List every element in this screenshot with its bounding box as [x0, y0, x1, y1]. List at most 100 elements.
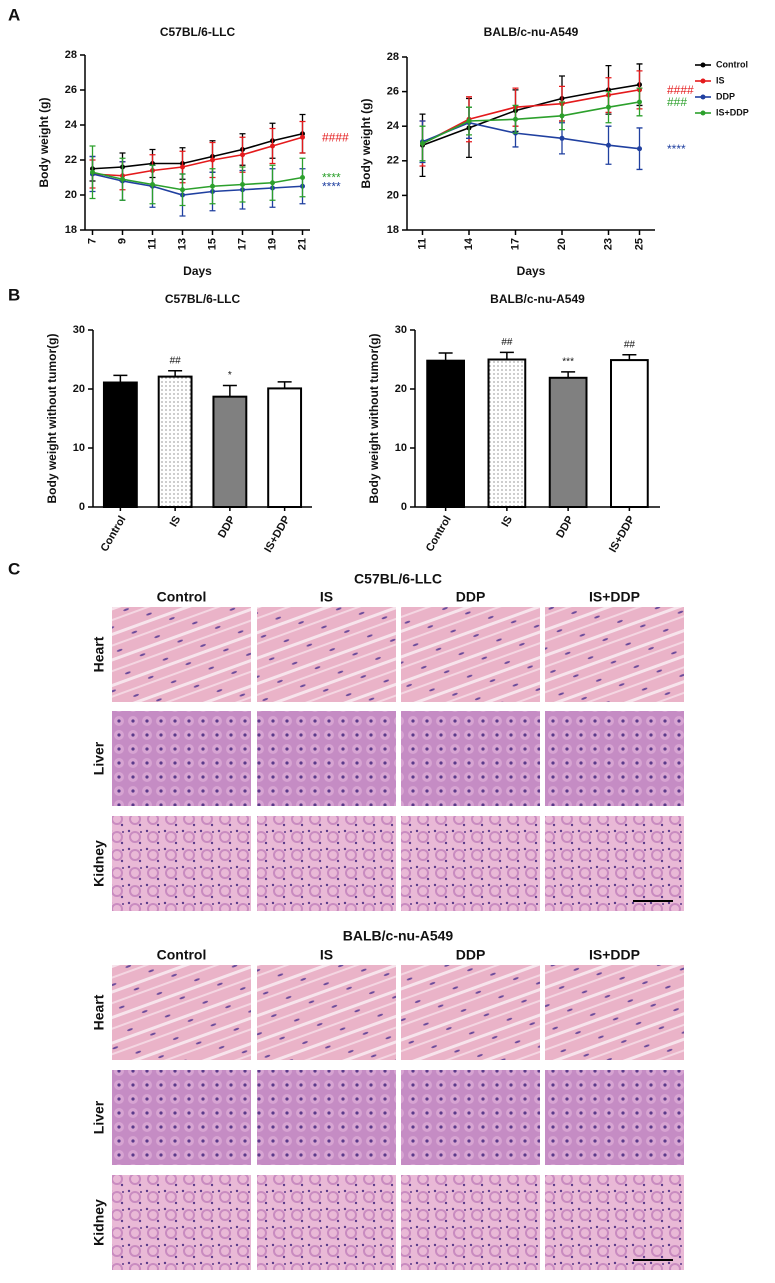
- column-header: Control: [157, 947, 207, 963]
- row-label: Kidney: [91, 1199, 107, 1246]
- x-axis-label: Days: [183, 264, 212, 278]
- chart-title: C57BL/6-LLC: [165, 292, 241, 306]
- y-axis-label: Body weight without tumor(g): [367, 334, 381, 504]
- column-header: IS: [320, 589, 333, 605]
- x-tick-label: 11: [146, 238, 158, 250]
- panel-label: C: [8, 559, 20, 578]
- data-point: [270, 143, 275, 149]
- data-point: [270, 180, 275, 186]
- data-point: [180, 187, 185, 193]
- histology-image: [112, 711, 251, 806]
- panel-label: B: [8, 285, 20, 304]
- series-line: [92, 132, 303, 170]
- x-tick-label: 9: [116, 238, 128, 244]
- row-label: Kidney: [91, 840, 107, 887]
- x-tick-label: 19: [266, 238, 278, 250]
- series-line: [92, 173, 303, 196]
- column-header: Control: [157, 589, 207, 605]
- row-label: Liver: [91, 741, 107, 775]
- histology-image: [257, 816, 396, 911]
- histology-image: [112, 965, 251, 1060]
- histology-image: [545, 965, 684, 1060]
- y-tick-label: 10: [73, 442, 85, 454]
- bar: [102, 381, 138, 509]
- histology-image: [112, 1175, 251, 1270]
- x-tick-label: Control: [99, 514, 129, 554]
- y-tick-label: 20: [395, 383, 407, 395]
- legend-marker: [700, 94, 706, 100]
- series-line: [92, 171, 303, 191]
- histology-image: [112, 1070, 251, 1165]
- significance-label: ##: [170, 355, 182, 366]
- y-tick-label: 22: [387, 155, 399, 167]
- significance-label: ####: [322, 130, 349, 144]
- data-point: [300, 175, 305, 180]
- y-tick-label: 10: [395, 442, 407, 454]
- data-point: [559, 113, 565, 119]
- legend-marker: [700, 78, 706, 84]
- bar: [548, 376, 588, 509]
- histology-image: [257, 711, 396, 806]
- data-point: [120, 176, 125, 182]
- column-header: DDP: [456, 589, 486, 605]
- data-point: [90, 169, 95, 175]
- x-axis-label: Days: [517, 264, 546, 278]
- x-tick-label: 14: [463, 237, 475, 250]
- x-tick-label: 21: [296, 238, 308, 250]
- histology-image: [401, 1175, 540, 1270]
- x-tick-label: 20: [556, 238, 568, 250]
- error-bar: [499, 351, 514, 360]
- histology-image: [545, 607, 684, 702]
- y-tick-label: 20: [387, 189, 399, 201]
- legend-label: IS: [716, 75, 725, 85]
- data-point: [559, 135, 565, 141]
- y-axis-label: Body weight (g): [37, 98, 51, 188]
- y-tick-label: 0: [401, 501, 407, 513]
- significance-label: ####: [667, 83, 694, 97]
- bar: [610, 359, 649, 508]
- bar: [267, 387, 303, 508]
- series-line: [422, 101, 640, 145]
- chart-title: C57BL/6-LLC: [160, 25, 236, 39]
- legend-marker: [700, 62, 706, 68]
- data-point: [300, 134, 305, 140]
- significance-label: ###: [667, 95, 687, 109]
- significance-label: ****: [667, 142, 686, 156]
- x-tick-label: 15: [206, 238, 218, 250]
- significance-label: ****: [322, 171, 341, 185]
- x-tick-label: 25: [633, 238, 645, 250]
- histology-image: [401, 965, 540, 1060]
- x-tick-label: IS: [499, 514, 515, 529]
- y-tick-label: 28: [387, 51, 399, 63]
- data-point: [466, 118, 472, 124]
- histology-image: [545, 1070, 684, 1165]
- y-tick-label: 20: [73, 383, 85, 395]
- data-point: [150, 182, 155, 187]
- error-bar: [222, 384, 237, 397]
- histology-image: [112, 607, 251, 702]
- y-tick-label: 0: [79, 501, 85, 513]
- y-tick-label: 18: [387, 224, 399, 236]
- panel-label: A: [8, 5, 20, 24]
- histology-image: [545, 1175, 684, 1270]
- histology-image: [545, 711, 684, 806]
- row-label: Heart: [91, 994, 107, 1030]
- y-tick-label: 30: [73, 324, 85, 336]
- section-title: C57BL/6-LLC: [354, 571, 442, 587]
- column-header: IS+DDP: [589, 589, 640, 605]
- significance-label: ***: [562, 357, 574, 368]
- y-tick-label: 20: [65, 189, 77, 201]
- chart-title: BALB/c-nu-A549: [490, 292, 585, 306]
- x-tick-label: 13: [176, 238, 188, 250]
- significance-label: ##: [624, 339, 636, 350]
- series-line: [92, 136, 303, 177]
- series-line: [422, 89, 640, 145]
- data-point: [240, 152, 245, 158]
- data-point: [606, 142, 611, 148]
- histology-image: [401, 1070, 540, 1165]
- x-tick-label: Control: [424, 514, 454, 554]
- legend-label: Control: [716, 59, 748, 69]
- significance-label: ##: [501, 337, 513, 348]
- histology-image: [545, 816, 684, 911]
